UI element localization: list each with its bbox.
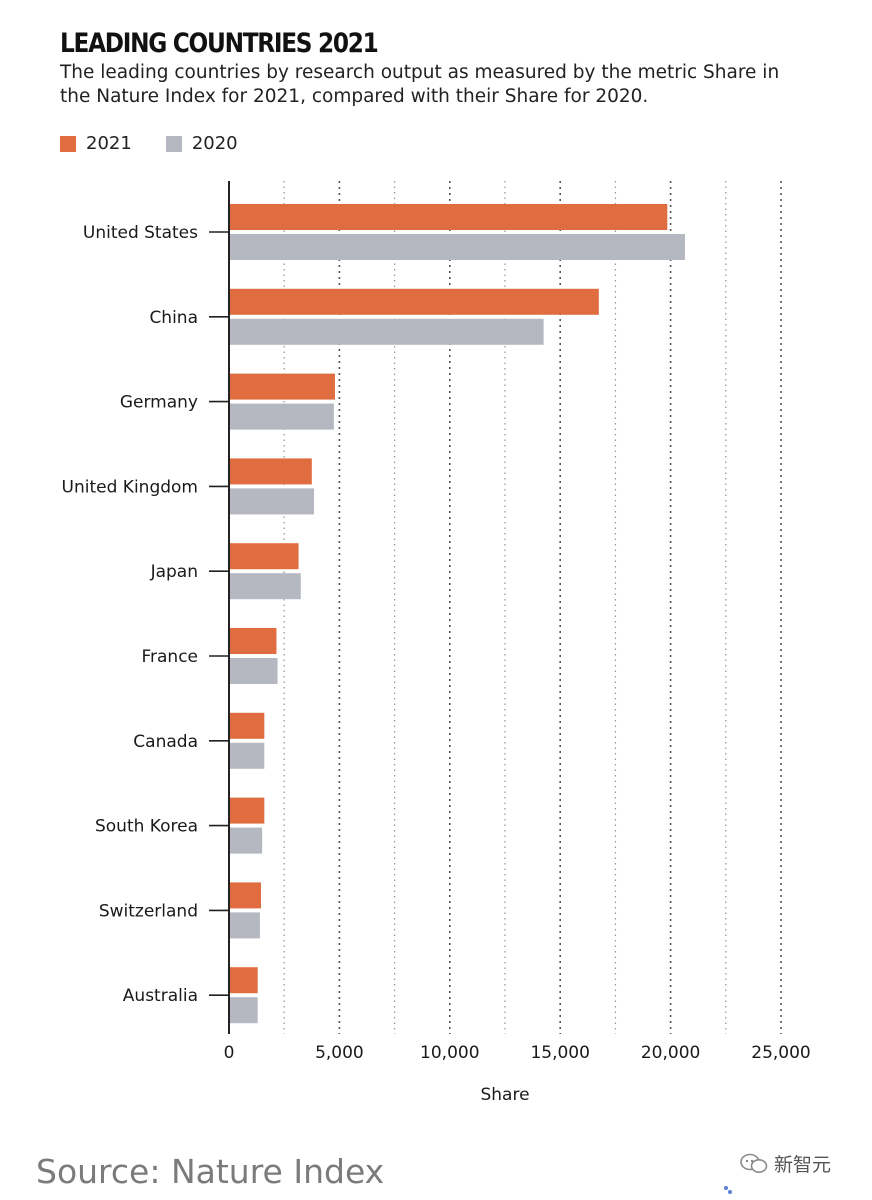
category-label-canada: Canada bbox=[133, 732, 198, 752]
bar-2020-switzerland bbox=[230, 912, 260, 939]
x-tick-label: 20,000 bbox=[641, 1043, 700, 1063]
legend-item-2021: 2021 bbox=[60, 133, 132, 154]
legend-item-2020: 2020 bbox=[165, 133, 238, 154]
bar-2020-china bbox=[230, 318, 544, 345]
bar-2020-france bbox=[230, 658, 278, 684]
category-label-china: China bbox=[149, 308, 198, 328]
category-label-switzerland: Switzerland bbox=[99, 901, 198, 921]
bar-2021-japan bbox=[230, 543, 299, 570]
bar-2020-united-kingdom bbox=[230, 488, 315, 515]
x-tick-label: 0 bbox=[224, 1043, 235, 1063]
bar-chart: United States China Germany United Kingdom J… bbox=[62, 181, 811, 1105]
bar-2021-canada bbox=[230, 712, 265, 739]
category-label-germany: Germany bbox=[120, 393, 198, 413]
bar-2020-australia bbox=[230, 997, 258, 1024]
legend-label-2021: 2021 bbox=[86, 133, 132, 154]
bar-2021-united-states bbox=[230, 204, 668, 230]
legend: 2021 2020 bbox=[60, 133, 272, 154]
x-tick-label: 10,000 bbox=[420, 1043, 479, 1063]
bar-2021-south-korea bbox=[230, 797, 265, 824]
category-label-australia: Australia bbox=[123, 986, 198, 1006]
category-label-japan: Japan bbox=[150, 562, 198, 582]
bar-2021-china bbox=[230, 288, 599, 315]
legend-swatch-2020 bbox=[165, 135, 182, 152]
watermark: 新智元 bbox=[740, 1150, 831, 1177]
bar-2021-australia bbox=[230, 967, 258, 994]
source-note: Source: Nature Index bbox=[36, 1152, 385, 1191]
bar-2020-germany bbox=[230, 403, 334, 430]
chart-subtitle: The leading countries by research output… bbox=[60, 62, 780, 107]
bar-2021-france bbox=[230, 628, 277, 654]
chat-bubble-icon bbox=[740, 1153, 768, 1173]
bar-2020-japan bbox=[230, 573, 301, 600]
category-label-united-kingdom: United Kingdom bbox=[62, 477, 198, 497]
bar-2020-canada bbox=[230, 742, 265, 769]
chart-title: LEADING COUNTRIES 2021 bbox=[60, 28, 379, 59]
legend-swatch-2021 bbox=[60, 135, 76, 152]
bar-2020-south-korea bbox=[230, 827, 263, 854]
x-tick-label: 25,000 bbox=[751, 1043, 810, 1063]
x-tick-label: 5,000 bbox=[315, 1043, 364, 1063]
bar-2021-switzerland bbox=[230, 882, 262, 909]
bar-2020-united-states bbox=[230, 234, 685, 260]
watermark-text: 新智元 bbox=[774, 1154, 832, 1176]
category-label-france: France bbox=[141, 647, 198, 667]
sparkle-icon bbox=[724, 1186, 732, 1194]
bar-2021-germany bbox=[230, 373, 335, 400]
legend-label-2020: 2020 bbox=[191, 133, 238, 154]
x-tick-label: 15,000 bbox=[530, 1043, 589, 1063]
x-axis-title: Share bbox=[480, 1085, 529, 1105]
category-label-south-korea: South Korea bbox=[95, 817, 198, 837]
category-label-united-states: United States bbox=[83, 223, 198, 243]
bar-2021-united-kingdom bbox=[230, 458, 312, 485]
